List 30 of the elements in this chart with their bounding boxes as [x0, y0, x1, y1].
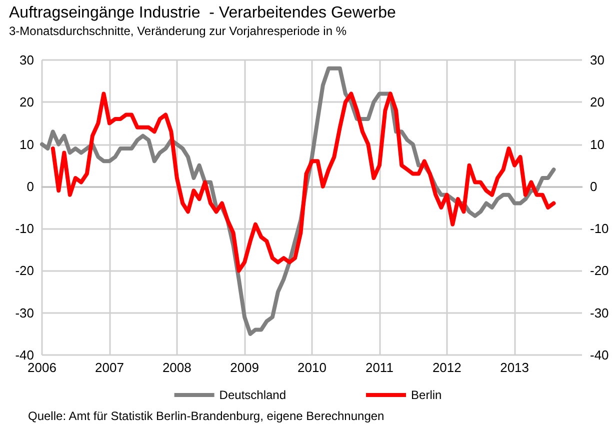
x-tick-label: 2010	[298, 360, 326, 375]
y2-tick-label: -40	[590, 348, 609, 362]
y-tick-label: -10	[15, 221, 34, 236]
x-tick-label: 2011	[365, 360, 394, 375]
y2-tick-label: -20	[590, 263, 609, 278]
chart-subtitle: 3-Monatsdurchschnitte, Veränderung zur Vorjahresperiode in %	[9, 24, 347, 38]
x-tick-label: 2007	[94, 360, 124, 375]
y-tick-label: 30	[20, 52, 34, 68]
y2-tick-label: 30	[590, 52, 604, 68]
y2-tick-label: -30	[590, 305, 609, 320]
y-tick-label: -40	[15, 348, 34, 362]
x-tick-label: 2006	[28, 360, 56, 375]
y-tick-label: 0	[26, 178, 34, 194]
y2-tick-label: -10	[590, 221, 609, 236]
x-tick-label: 2008	[162, 360, 192, 375]
legend-label: Berlin	[411, 388, 442, 402]
y2-tick-label: 10	[590, 136, 604, 152]
line-series	[50, 92, 556, 273]
y-tick-label: -30	[15, 305, 34, 320]
y2-tick-label: 20	[590, 94, 604, 110]
y2-tick-label: 0	[590, 178, 598, 194]
x-tick-label: 2012	[432, 360, 462, 375]
y-tick-label: 20	[20, 94, 34, 110]
source-note: Quelle: Amt für Statistik Berlin-Brandenburg, eigene Berechnungen	[28, 409, 384, 423]
legend-label: Deutschland	[219, 388, 286, 402]
y-tick-label: -20	[15, 263, 34, 278]
y-tick-label: 10	[20, 136, 34, 152]
x-tick-label: 2013	[500, 360, 530, 375]
chart-title: Auftragseingänge Industrie - Verarbeitendes Gewerbe	[9, 4, 396, 22]
x-tick-label: 2009	[230, 360, 260, 375]
